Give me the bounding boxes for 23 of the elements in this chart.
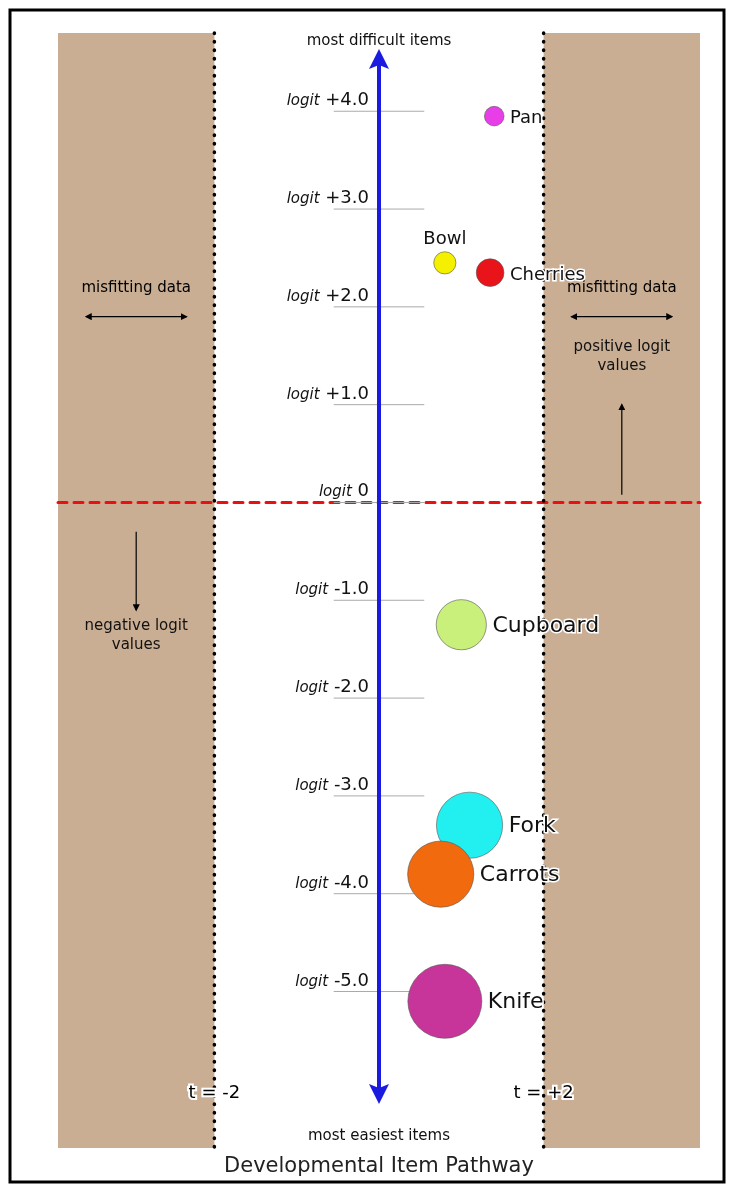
y-tick-label: logit -5.0 <box>295 968 369 990</box>
y-tick-label: logit +2.0 <box>286 283 369 305</box>
y-tick-label: logit -3.0 <box>295 772 369 794</box>
series-label: Knife <box>487 988 544 1014</box>
x-tick-label: t = -2 <box>188 1081 241 1102</box>
series-label: Bowl <box>423 226 467 248</box>
annotation: negative logit values <box>84 615 188 653</box>
band-label: misfitting data <box>81 278 191 297</box>
y-tick-label: logit 0 <box>318 479 369 501</box>
y-tick-label: logit +3.0 <box>286 186 369 208</box>
x-axis-title: Developmental Item Pathway <box>224 1153 534 1177</box>
y-tick-label: logit -4.0 <box>295 870 369 892</box>
y-tick-label: logit -2.0 <box>295 675 369 697</box>
series-label: Fork <box>508 812 557 838</box>
annotation: most easiest items <box>307 1126 451 1144</box>
y-tick-label: logit -1.0 <box>295 577 369 599</box>
annotation: positive logit values <box>573 336 671 374</box>
y-tick-label: logit +4.0 <box>286 88 369 110</box>
annotation: most difficult items <box>306 31 452 49</box>
y-tick-label: logit +1.0 <box>286 381 369 403</box>
series-label: Carrots <box>479 861 560 887</box>
x-tick-label: t = +2 <box>513 1081 574 1102</box>
series-label: Pan <box>510 106 543 128</box>
